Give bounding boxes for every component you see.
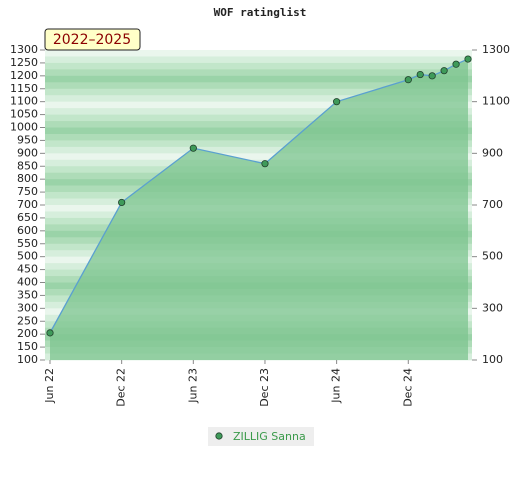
plot-stripe <box>45 140 472 148</box>
y-tick-label: 1050 <box>10 108 38 121</box>
y-tick-label: 150 <box>17 340 38 353</box>
x-tick-label: Jun 24 <box>330 368 343 404</box>
y-tick-label: 500 <box>17 250 38 263</box>
point <box>46 329 54 337</box>
y2-tick-label: 700 <box>482 198 503 211</box>
y-tick-label: 200 <box>17 327 38 340</box>
y-tick-label: 950 <box>17 133 38 146</box>
x-tick-label: Dec 24 <box>401 368 414 407</box>
point <box>189 144 197 152</box>
y2-tick-label: 100 <box>482 353 503 366</box>
point <box>440 67 448 75</box>
y-tick-label: 650 <box>17 211 38 224</box>
plot-stripe <box>45 88 472 96</box>
plot-stripe <box>45 101 472 109</box>
plot-stripe <box>45 75 472 83</box>
y2-tick-label: 900 <box>482 146 503 159</box>
point <box>404 76 412 84</box>
plot-stripe <box>45 69 472 77</box>
y-tick-label: 850 <box>17 159 38 172</box>
y-tick-label: 600 <box>17 224 38 237</box>
y-tick-label: 350 <box>17 288 38 301</box>
point <box>261 160 269 168</box>
x-tick-label: Jun 22 <box>43 368 56 404</box>
annotation-box <box>44 28 141 51</box>
y2-tick-label: 1100 <box>482 95 510 108</box>
x-tick-label: Jun 23 <box>186 368 199 404</box>
y-tick-label: 1250 <box>10 56 38 69</box>
y-tick-label: 550 <box>17 237 38 250</box>
y-tick-label: 1000 <box>10 121 38 134</box>
point <box>333 98 341 106</box>
plot-stripe <box>45 95 472 102</box>
plot-stripe <box>45 146 472 154</box>
plot-stripe <box>45 56 472 64</box>
plot-stripe <box>45 50 472 57</box>
y-tick-label: 1300 <box>10 43 38 56</box>
y-tick-label: 1150 <box>10 82 38 95</box>
legend-marker <box>215 432 223 440</box>
x-tick-label: Dec 22 <box>115 368 128 407</box>
y-tick-label: 100 <box>17 353 38 366</box>
chart-title: WOF ratinglist <box>214 6 307 19</box>
plot-stripe <box>45 62 472 70</box>
y-tick-label: 300 <box>17 301 38 314</box>
y-tick-label: 1200 <box>10 69 38 82</box>
point <box>118 198 126 207</box>
annotation: 2022–2025 <box>53 32 131 48</box>
y2-tick-label: 500 <box>482 250 503 263</box>
plot-stripe <box>45 153 472 161</box>
y-tick-label: 1100 <box>10 95 38 108</box>
y2-tick-label: 1300 <box>482 43 510 56</box>
x-tick-label: Dec 23 <box>258 368 271 407</box>
y-tick-label: 400 <box>17 276 38 289</box>
point <box>464 55 472 63</box>
plot-stripe <box>45 127 472 135</box>
point <box>452 60 460 68</box>
plot-stripe <box>45 82 472 90</box>
point <box>428 72 436 80</box>
y-tick-label: 750 <box>17 185 38 198</box>
y-tick-label: 250 <box>17 314 38 327</box>
y-tick-label: 700 <box>17 198 38 211</box>
legend-box <box>208 427 314 446</box>
plot-stripe <box>45 133 472 141</box>
point <box>416 70 424 79</box>
y2-tick-label: 300 <box>482 301 503 314</box>
plot-stripe <box>45 108 472 115</box>
y-tick-label: 450 <box>17 263 38 276</box>
legend-label: ZILLIG Sanna <box>233 430 306 443</box>
area-fill <box>50 59 468 361</box>
plot-stripe <box>45 121 472 128</box>
y-tick-label: 900 <box>17 146 38 159</box>
plot-stripe <box>45 114 472 122</box>
y-tick-label: 800 <box>17 172 38 185</box>
